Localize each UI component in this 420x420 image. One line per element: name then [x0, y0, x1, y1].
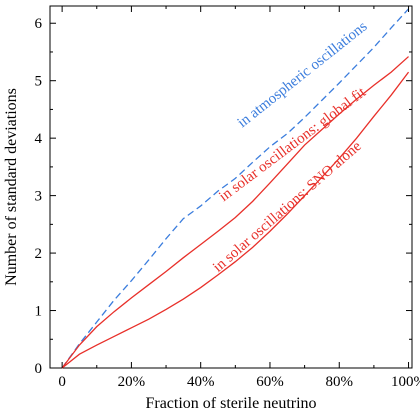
x-tick-label-5: 100% [391, 374, 420, 390]
x-tick-label-0: 0 [58, 374, 66, 390]
y-tick-label-0: 0 [35, 361, 43, 377]
x-tick-label-1: 20% [118, 374, 146, 390]
x-tick-label-3: 60% [256, 374, 284, 390]
y-tick-label-2: 2 [35, 246, 43, 262]
series-line-1 [61, 56, 409, 369]
y-tick-label-5: 5 [35, 74, 43, 90]
series-line-0 [61, 8, 410, 369]
y-tick-label-6: 6 [35, 16, 43, 32]
series-line-2 [61, 71, 410, 369]
x-tick-label-2: 40% [187, 374, 215, 390]
y-tick-label-4: 4 [35, 131, 43, 147]
x-axis-title: Fraction of sterile neutrino [145, 395, 316, 412]
y-axis-title: Number of standard deviations [3, 88, 20, 286]
annotation-2: in solar oscillations: SNO alone [210, 138, 365, 275]
x-tick-label-4: 80% [326, 374, 354, 390]
y-tick-label-3: 3 [35, 189, 43, 205]
y-tick-label-1: 1 [35, 304, 43, 320]
annotation-0: in atmospheric oscillations [235, 18, 371, 131]
plot-frame [49, 5, 413, 369]
